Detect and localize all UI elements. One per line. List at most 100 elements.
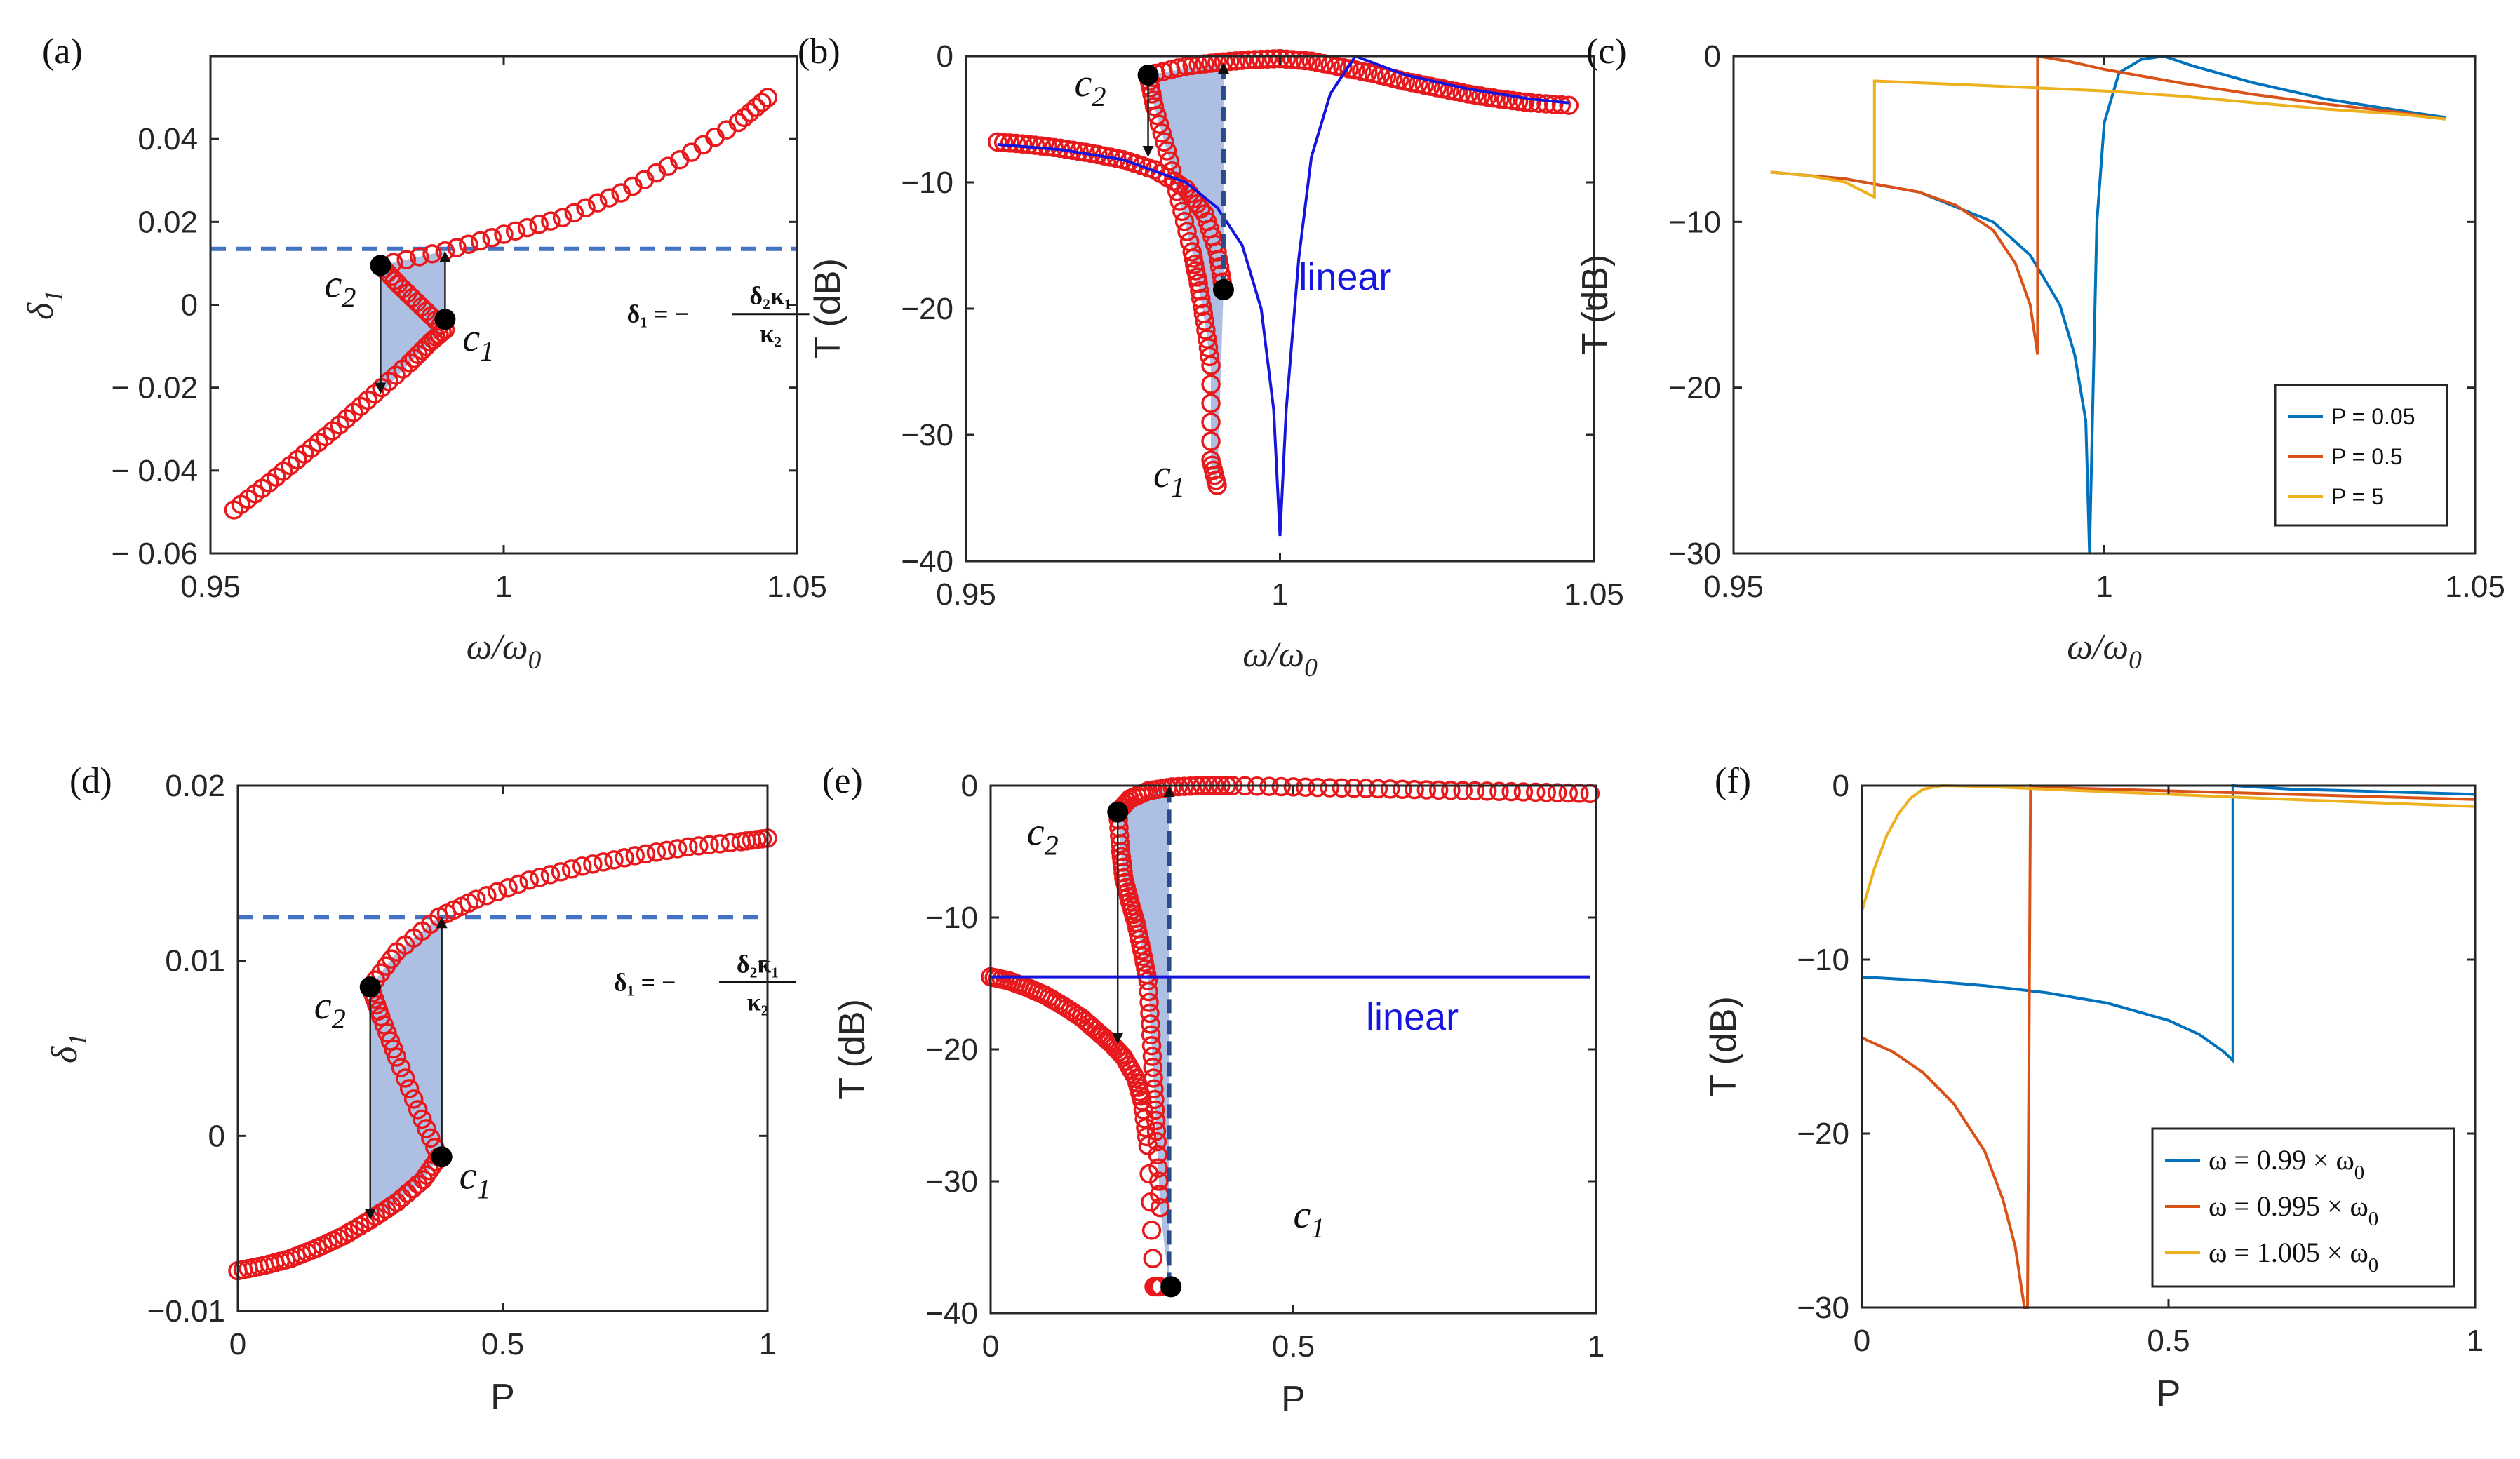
data-point [1177, 222, 1197, 241]
data-point [1220, 51, 1240, 72]
data-point [1138, 971, 1158, 990]
data-point [1356, 779, 1376, 798]
y-tick-label: 0 [1704, 39, 1721, 74]
data-point [1139, 981, 1158, 1002]
data-point [1143, 1057, 1163, 1077]
legend-label: P = 5 [2331, 484, 2384, 509]
x-tick-label: 1 [1271, 577, 1288, 612]
point-label-c2-base: c [324, 262, 342, 306]
data-point [409, 247, 429, 267]
x-axis-label-sub: 0 [2129, 646, 2142, 675]
data-point [1245, 50, 1265, 69]
legend-label: ω = 0.995 × ω0 [2209, 1190, 2378, 1230]
data-point [412, 1109, 432, 1129]
y-axis-label: δ1 [21, 290, 69, 320]
y-axis-label: T (dB) [832, 999, 873, 1100]
data-point [1143, 1249, 1163, 1268]
y-tick-label: −40 [925, 1296, 978, 1331]
x-axis-label-base: ω/ω [1242, 635, 1304, 675]
y-tick-label: 0.01 [165, 944, 225, 979]
data-point [1172, 201, 1192, 222]
data-point [1344, 779, 1364, 798]
data-point [1155, 132, 1174, 152]
data-point [1282, 50, 1303, 69]
data-point [561, 859, 582, 879]
y-tick-label: 0.04 [138, 122, 198, 156]
panel-label: (f) [1715, 761, 1751, 801]
data-point [1459, 84, 1478, 104]
data-point [1501, 781, 1521, 802]
data-point [1209, 257, 1230, 277]
data-point [1465, 85, 1484, 105]
x-axis-label: ω/ω0 [467, 627, 542, 675]
linear-label: linear [1366, 996, 1459, 1038]
data-point [1428, 780, 1449, 800]
data-point [408, 1100, 428, 1120]
data-point [467, 889, 486, 910]
data-point [517, 217, 537, 238]
data-point [599, 188, 619, 208]
data-point [396, 250, 416, 269]
legend-label: P = 0.5 [2331, 444, 2403, 469]
point-label-c2-sub: 2 [1045, 830, 1059, 861]
point-label-c2-base: c [314, 984, 332, 1028]
data-point [477, 886, 497, 906]
series-lower-branch [224, 320, 455, 520]
data-point [1006, 133, 1026, 154]
data-point [1147, 1131, 1167, 1152]
y-tick-label: −40 [901, 544, 953, 579]
data-point [1239, 50, 1259, 70]
axes-box [965, 55, 1595, 563]
data-point [1368, 779, 1388, 799]
data-point [1110, 833, 1130, 854]
arrow-up [436, 917, 448, 929]
point-label-c2-sub: 2 [332, 1003, 346, 1035]
data-point [1019, 135, 1039, 154]
x-tick-label: 0.5 [1272, 1329, 1315, 1364]
legend-label-sub: 0 [2354, 1162, 2364, 1184]
critical-point-1 [434, 309, 456, 330]
data-point [530, 868, 550, 887]
y-tick-label: − 0.06 [111, 537, 198, 571]
data-point [1276, 49, 1296, 69]
x-tick-label: 0 [982, 1329, 999, 1364]
data-point [1207, 53, 1227, 72]
data-point [1271, 776, 1291, 797]
series-upper-branch [361, 828, 777, 997]
data-point [1144, 97, 1165, 116]
data-point [1416, 780, 1437, 800]
series-upper-branch [1138, 48, 1579, 115]
data-point [1157, 141, 1177, 161]
formula-denominator: κ₂ [760, 320, 782, 348]
point-label-c2-base: c [1075, 62, 1092, 105]
data-point [1141, 1025, 1161, 1045]
data-point [1489, 781, 1509, 802]
x-tick-label: 0.5 [2147, 1324, 2190, 1358]
data-point [1146, 1110, 1166, 1131]
data-point [604, 850, 624, 870]
y-axis-label: T (dB) [807, 258, 848, 359]
data-point [1496, 90, 1516, 110]
data-point [1148, 1158, 1168, 1178]
data-point [1380, 779, 1400, 799]
data-point [1145, 1100, 1165, 1120]
data-point [1192, 296, 1212, 316]
panel-label: (b) [798, 32, 840, 72]
data-point [1000, 133, 1020, 153]
data-point [1296, 777, 1315, 798]
x-axis-label: P [1281, 1379, 1306, 1420]
y-tick-label: 0.02 [165, 769, 225, 803]
x-tick-label: 1 [759, 1327, 776, 1361]
data-point [551, 862, 571, 882]
point-label-c2: c2 [1075, 62, 1106, 112]
x-axis-label-sub: 0 [1304, 654, 1318, 683]
x-axis-label: ω/ω0 [2067, 627, 2142, 675]
point-label-c2: c2 [314, 984, 346, 1035]
arrow-down [375, 382, 387, 394]
series--1-005- [1861, 784, 2476, 912]
data-point [1251, 49, 1271, 69]
data-point [1144, 1079, 1164, 1099]
data-point [421, 1128, 441, 1148]
x-tick-label: 0 [229, 1327, 246, 1361]
